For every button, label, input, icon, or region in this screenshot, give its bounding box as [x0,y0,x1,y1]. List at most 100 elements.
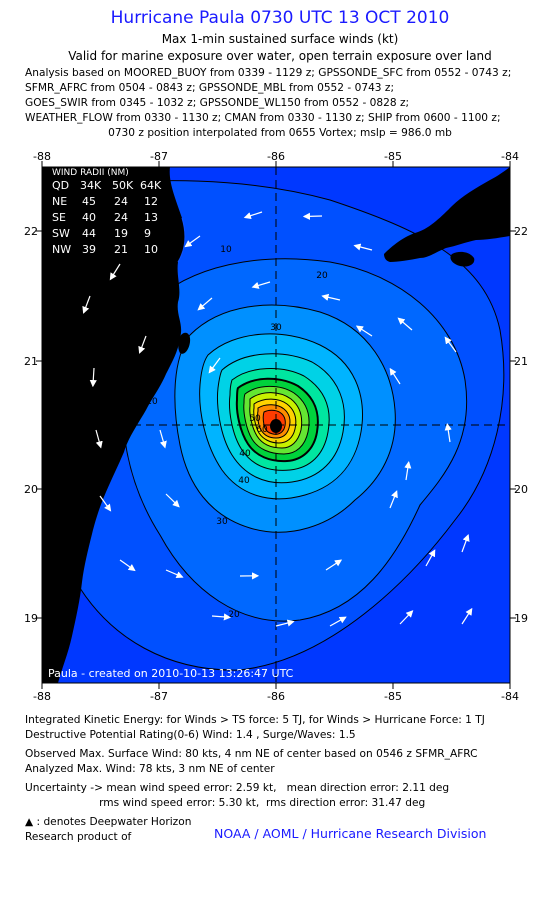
wind-radii-cell: 45 [82,195,96,208]
storm-center-marker [270,419,282,433]
wind-vector-arrow [321,293,341,301]
contour-label: 20 [316,271,328,281]
page-title: Hurricane Paula 0730 UTC 13 OCT 2010 [110,8,450,28]
contour-label: 20 [228,610,240,620]
lat-tick-label: 20 [24,483,38,496]
wind-vector-arrow [397,317,413,331]
research-product-line: Research product of [25,831,132,843]
wind-radii-cell: 39 [82,243,96,256]
contour-label: 10 [54,418,66,428]
wind-vector-arrow [99,495,112,512]
isla-de-la-juventud [450,251,475,267]
wind-field-map: -88 -87 -86 -85 -84 -88 -87 -86 -85 -84 … [24,150,528,703]
wind-vector-arrow [165,569,184,579]
wind-vector-arrow [159,429,167,449]
analysis-line: SFMR_AFRC from 0504 - 0843 z; GPSSONDE_M… [25,82,395,94]
uncertainty-rms-line: rms wind speed error: 5.30 kt, rms direc… [25,797,426,809]
cuba [384,167,510,262]
wind-vector-arrow [389,490,398,509]
wind-vector-arrow [119,559,136,572]
contour-label: 10 [220,245,232,255]
map-credit: Paula - created on 2010-10-13 13:26:47 U… [48,667,294,680]
wind-vector-arrow [389,367,401,385]
cozumel-island [178,332,191,354]
contour-label: 30 [216,517,228,527]
contour-label: 40 [238,476,250,486]
lat-tick-label: 21 [24,355,38,368]
wind-radii-title: WIND RADII (NM) [52,168,129,178]
wind-radii-cell: NE [52,195,67,208]
lon-tick-label: -85 [384,150,402,163]
observed-max-line: Observed Max. Surface Wind: 80 kts, 4 nm… [25,748,478,760]
ike-line: Integrated Kinetic Energy: for Winds > T… [25,714,485,726]
wind-radii-header: 50K [112,179,134,192]
analysis-line: GOES_SWIR from 0345 - 1032 z; GPSSONDE_W… [25,97,410,109]
wind-vector-arrow [243,211,263,220]
valid-note: Valid for marine exposure over water, op… [68,49,492,63]
lat-tick-label: 22 [24,225,38,238]
wind-radii-cell: 12 [144,195,158,208]
wind-radii-cell: 10 [144,243,158,256]
summary-statistics: Integrated Kinetic Energy: for Winds > T… [25,713,485,845]
lat-tick-label: 22 [514,225,528,238]
lon-tick-label: -86 [267,690,285,703]
wind-radii-cell: 24 [114,211,128,224]
contour-label: 20 [146,397,158,407]
wind-radii-cell: SE [52,211,66,224]
wind-radii-cell: 24 [114,195,128,208]
lon-tick-label: -84 [501,690,519,703]
noaa-credit: NOAA / AOML / Hurricane Research Divisio… [214,826,487,841]
wind-vector-arrow [425,549,436,567]
uncertainty-line: Uncertainty -> mean wind speed error: 2.… [25,782,450,794]
lat-tick-label: 20 [514,483,528,496]
wind-vector-arrow [355,325,373,337]
wind-radii-header: 64K [140,179,162,192]
wind-vector-arrow [325,559,343,571]
lat-tick-label: 19 [514,612,528,625]
wind-vector-arrow [353,243,373,251]
wind-vector-arrow [404,461,412,481]
wind-vector-arrow [444,336,457,353]
wind-vector-arrow [211,613,232,621]
lon-tick-label: -87 [150,690,168,703]
lat-tick-label: 19 [24,612,38,625]
wind-radii-cell: 13 [144,211,158,224]
wind-vectors [82,211,473,627]
wind-vector-arrow [399,610,414,625]
wind-radii-cell: 44 [82,227,96,240]
plot-frame [41,166,511,684]
wind-vector-arrow [208,357,221,374]
deepwater-horizon-note: ▲ : denotes Deepwater Horizon [25,816,192,828]
wind-vector-arrow [444,423,452,443]
wind-radii-cell: 19 [114,227,128,240]
wind-vector-arrow [109,263,121,281]
wind-radii-table: WIND RADII (NM) QD 34K 50K 64K NE 45 24 … [52,168,162,256]
contour-label: 60 [256,425,268,435]
wind-radii-header: QD [52,179,69,192]
lon-tick-label: -86 [267,150,285,163]
contour-label: 40 [239,449,251,459]
lon-tick-label: -88 [33,150,51,163]
wind-vector-arrow [138,335,147,354]
contour-label: 30 [270,323,282,333]
dpr-line: Destructive Potential Rating(0-6) Wind: … [25,729,356,741]
lon-tick-label: -87 [150,150,168,163]
wind-vector-arrow [461,607,473,625]
wind-radii-cell: NW [52,243,71,256]
wind-vector-arrow [329,616,347,627]
wind-vector-arrow [95,429,103,449]
wind-vector-arrow [89,367,97,388]
analysis-sources: Analysis based on MOORED_BUOY from 0339 … [25,66,555,141]
wind-vector-arrow [197,297,213,311]
subtitle: Max 1-min sustained surface winds (kt) [161,32,399,46]
lat-tick-label: 21 [514,355,528,368]
wind-radii-cell: 40 [82,211,96,224]
lon-tick-label: -84 [501,150,519,163]
lon-tick-label: -88 [33,690,51,703]
wind-vector-arrow [275,619,295,627]
wind-vector-arrow [461,533,470,553]
wind-vector-arrow [82,295,91,314]
wind-radii-cell: 21 [114,243,128,256]
analysis-line: Analysis based on MOORED_BUOY from 0339 … [25,67,512,79]
wind-radii-header: 34K [80,179,102,192]
